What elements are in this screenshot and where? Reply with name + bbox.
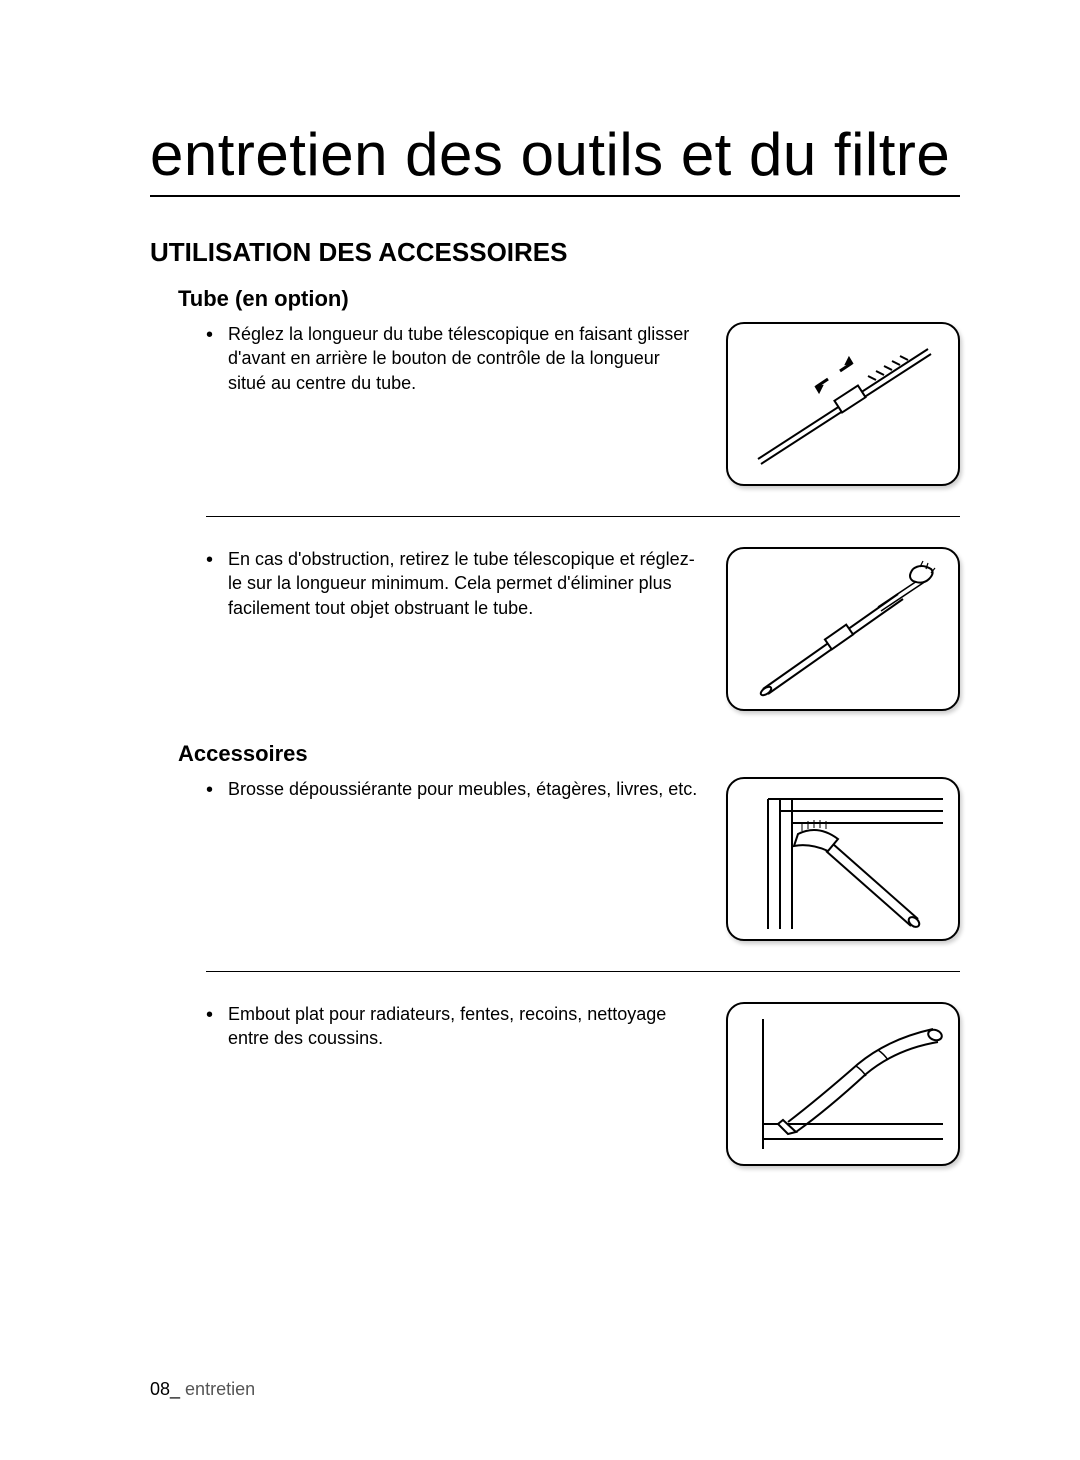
divider-2 (206, 971, 960, 972)
tube-subheading: Tube (en option) (178, 286, 960, 312)
tube-item-1: Réglez la longueur du tube télescopique … (206, 322, 960, 486)
page-title: entretien des outils et du filtre (150, 120, 960, 197)
footer-section-name: entretien (180, 1379, 255, 1399)
accessories-figure-2 (726, 1002, 960, 1166)
footer-page-number: 08_ (150, 1379, 180, 1399)
tube-figure-2 (726, 547, 960, 711)
accessories-figure-1 (726, 777, 960, 941)
divider-1 (206, 516, 960, 517)
tube-item-1-text: Réglez la longueur du tube télescopique … (206, 322, 702, 395)
tube-item-2: En cas d'obstruction, retirez le tube té… (206, 547, 960, 711)
crevice-tool-icon (728, 1004, 958, 1164)
accessories-item-1-text: Brosse dépoussiérante pour meubles, étag… (206, 777, 702, 801)
accessories-subheading: Accessoires (178, 741, 960, 767)
page-footer: 08_ entretien (150, 1379, 255, 1400)
tube-figure-1 (726, 322, 960, 486)
accessories-item-2: Embout plat pour radiateurs, fentes, rec… (206, 1002, 960, 1166)
accessories-item-1: Brosse dépoussiérante pour meubles, étag… (206, 777, 960, 941)
page: entretien des outils et du filtre UTILIS… (0, 0, 1080, 1460)
accessories-item-2-text: Embout plat pour radiateurs, fentes, rec… (206, 1002, 702, 1051)
telescopic-tube-icon (728, 324, 958, 484)
section-heading: UTILISATION DES ACCESSOIRES (150, 237, 960, 268)
dusting-brush-icon (728, 779, 958, 939)
tube-unclog-icon (728, 549, 958, 709)
tube-item-2-text: En cas d'obstruction, retirez le tube té… (206, 547, 702, 620)
